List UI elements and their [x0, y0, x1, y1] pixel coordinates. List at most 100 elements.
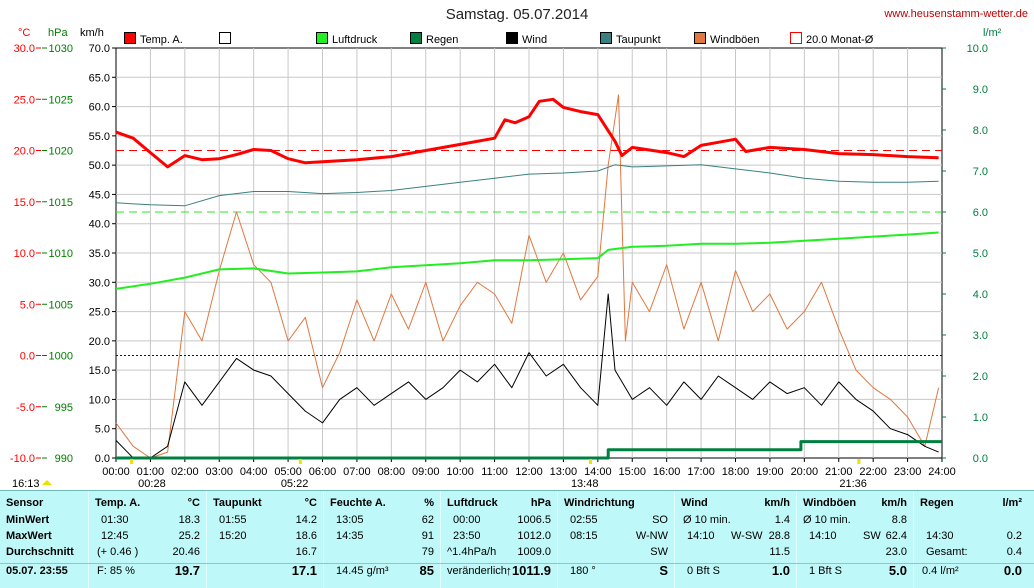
- legend-item: Regen: [410, 32, 458, 46]
- marker-label: 13:48: [571, 478, 599, 490]
- hpa-tick-label: 1000: [49, 351, 73, 363]
- press-current-value: ↑1011.9: [505, 563, 551, 578]
- temp-max-time: 12:45: [101, 530, 129, 542]
- wind-max-time: 14:10: [687, 530, 715, 542]
- humidity-column: Feuchte A. % 13:05 62 14:35 91 79 14.45 …: [324, 491, 441, 588]
- series-line: [115, 97, 939, 169]
- press-unit: hPa: [530, 497, 551, 509]
- marker-label: 00:28: [138, 478, 166, 490]
- press-min-value: 1006.5: [517, 514, 551, 526]
- legend-label: Windböen: [710, 34, 760, 46]
- x-tick-label: 07:00: [343, 466, 371, 478]
- max-label: MaxWert: [6, 530, 52, 542]
- legend-item: Taupunkt: [600, 32, 661, 46]
- marker-label: 21:36: [839, 478, 867, 490]
- hum-min-time: 13:05: [336, 514, 364, 526]
- temp-tick-label: 15.0: [14, 197, 35, 209]
- kmh-tick-label: 40.0: [89, 219, 110, 231]
- hum-min-value: 62: [421, 514, 434, 526]
- legend-swatch: [790, 32, 802, 44]
- x-tick-label: 24:00: [928, 466, 956, 478]
- rain-unit-label: l/m²: [983, 27, 1002, 39]
- series-line: [115, 293, 939, 459]
- legend-swatch: [124, 32, 136, 44]
- x-tick-label: 23:00: [894, 466, 922, 478]
- pressure-column: Luftdruck hPa 00:00 1006.5 23:50 1012.0 …: [441, 491, 558, 588]
- x-tick-label: 00:00: [102, 466, 130, 478]
- rain-tick-label: 5.0: [973, 248, 988, 260]
- marker-label: 05:22: [281, 478, 309, 490]
- press-trend: ^1.4hPa/h: [447, 546, 497, 558]
- rain-tick-label: 3.0: [973, 330, 988, 342]
- kmh-tick-label: 35.0: [89, 248, 110, 260]
- legend-swatch: [600, 32, 612, 44]
- temp-tick-label: 0.0: [20, 351, 35, 363]
- x-tick-label: 03:00: [205, 466, 233, 478]
- hum-max-value: 91: [421, 530, 434, 542]
- temp-tick-label: 5.0: [20, 299, 35, 311]
- marker-tick: [857, 459, 861, 464]
- temp-tick-label: 20.0: [14, 146, 35, 158]
- kmh-tick-label: 10.0: [89, 394, 110, 406]
- temp-title: Temp. A.: [95, 497, 141, 509]
- x-tick-label: 18:00: [722, 466, 750, 478]
- legend-label: Wind: [522, 34, 548, 46]
- kmh-tick-label: 30.0: [89, 277, 110, 289]
- kmh-tick-label: 0.0: [95, 453, 110, 465]
- temp-tick-label: -5.0: [16, 402, 35, 414]
- dew-min-value: 14.2: [295, 514, 317, 526]
- dewpoint-column: Taupunkt °C 01:55 14.2 15:20 18.6 16.7 1…: [207, 491, 324, 588]
- marker-tick: [588, 459, 592, 464]
- legend-swatch: [410, 32, 422, 44]
- legend-item: [219, 32, 235, 46]
- dew-avg-value: 16.7: [295, 546, 317, 558]
- gust-beaufort: 1 Bft S: [809, 565, 843, 577]
- x-tick-label: 05:00: [274, 466, 302, 478]
- rain-unit: l/m²: [1002, 497, 1022, 509]
- wind-title: Wind: [681, 497, 708, 509]
- kmh-tick-label: 45.0: [89, 189, 110, 201]
- wind-unit: km/h: [764, 497, 790, 509]
- rain-tick-label: 1.0: [973, 412, 988, 424]
- x-tick-label: 04:00: [240, 466, 268, 478]
- rain-current-note: 0.4 l/m²: [922, 565, 959, 577]
- legend-swatch: [694, 32, 706, 44]
- rain-tick-label: 2.0: [973, 371, 988, 383]
- kmh-unit-label: km/h: [80, 27, 104, 39]
- dir-max-value: W-NW: [635, 530, 668, 542]
- hpa-tick-label: 1030: [49, 43, 73, 55]
- press-forecast: veränderlich: [447, 565, 507, 577]
- site-url[interactable]: www.heusenstamm-wetter.de: [884, 8, 1028, 20]
- sensor-column: Sensor MinWert MaxWert Durchschnitt 05.0…: [0, 491, 89, 588]
- series-line: [115, 164, 939, 207]
- series-line: [116, 440, 942, 460]
- dir-current-value: S: [659, 563, 668, 578]
- temp-unit: °C: [187, 497, 200, 509]
- kmh-tick-label: 15.0: [89, 365, 110, 377]
- temp-unit-label: °C: [18, 27, 31, 39]
- hpa-tick-label: 1015: [49, 197, 73, 209]
- temp-min-time: 01:30: [101, 514, 129, 526]
- gust-max-value: 62.4: [885, 530, 907, 542]
- wind-min-note: Ø 10 min.: [683, 514, 731, 526]
- legend-label: Luftdruck: [332, 34, 378, 46]
- x-tick-label: 12:00: [515, 466, 543, 478]
- dir-avg-value: SW: [650, 546, 668, 558]
- x-tick-label: 08:00: [378, 466, 406, 478]
- series-line: [115, 94, 940, 459]
- marker-tick: [298, 459, 302, 464]
- summary-table: Sensor MinWert MaxWert Durchschnitt 05.0…: [0, 490, 1034, 588]
- hum-title: Feuchte A.: [330, 497, 386, 509]
- rain-tick-label: 8.0: [973, 125, 988, 137]
- kmh-tick-label: 25.0: [89, 307, 110, 319]
- legend-label: 20.0 Monat-Ø: [806, 34, 874, 46]
- legend-item: 20.0 Monat-Ø: [790, 32, 873, 46]
- temp-tick-label: 25.0: [14, 94, 35, 106]
- sun-marker-icon: [42, 480, 52, 485]
- x-tick-label: 14:00: [584, 466, 612, 478]
- x-tick-label: 20:00: [791, 466, 819, 478]
- wind-avg-value: 11.5: [769, 546, 790, 558]
- x-tick-label: 16:00: [653, 466, 681, 478]
- wind-min-value: 1.4: [774, 514, 790, 526]
- hpa-tick-label: 1025: [49, 94, 73, 106]
